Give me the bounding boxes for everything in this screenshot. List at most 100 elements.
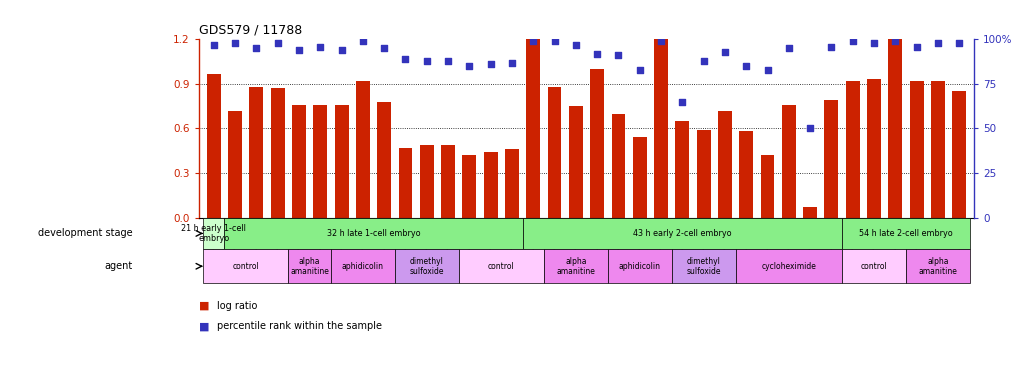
Text: control: control bbox=[487, 262, 515, 271]
Point bbox=[887, 38, 903, 44]
Point bbox=[801, 125, 817, 132]
Point bbox=[929, 40, 946, 46]
Text: 21 h early 1-cell
embryо: 21 h early 1-cell embryо bbox=[181, 224, 246, 243]
Bar bbox=[739, 131, 752, 218]
Text: percentile rank within the sample: percentile rank within the sample bbox=[217, 321, 382, 331]
Point bbox=[609, 53, 626, 58]
Bar bbox=[483, 152, 497, 217]
Point bbox=[312, 44, 328, 50]
Bar bbox=[459, 249, 543, 283]
Text: dimethyl
sulfoxide: dimethyl sulfoxide bbox=[686, 256, 720, 276]
Point bbox=[248, 45, 264, 51]
Bar bbox=[590, 69, 603, 218]
Bar bbox=[675, 121, 689, 218]
Point bbox=[908, 44, 924, 50]
Point bbox=[631, 67, 647, 73]
Bar bbox=[291, 105, 306, 218]
Point bbox=[482, 61, 498, 68]
Bar bbox=[398, 148, 412, 217]
Point bbox=[206, 42, 222, 48]
Bar bbox=[611, 114, 625, 218]
Text: aphidicolin: aphidicolin bbox=[619, 262, 660, 271]
Bar bbox=[735, 249, 842, 283]
Bar bbox=[203, 249, 288, 283]
Point bbox=[525, 38, 541, 44]
Text: alpha
amanitine: alpha amanitine bbox=[556, 256, 595, 276]
Text: aphidicolin: aphidicolin bbox=[341, 262, 383, 271]
Bar bbox=[313, 105, 327, 218]
Text: alpha
amanitine: alpha amanitine bbox=[917, 256, 957, 276]
Bar bbox=[930, 81, 944, 218]
Bar bbox=[420, 145, 433, 218]
Point bbox=[758, 67, 774, 73]
Bar bbox=[394, 249, 459, 283]
Bar bbox=[522, 217, 842, 249]
Text: control: control bbox=[232, 262, 259, 271]
Point bbox=[568, 42, 584, 48]
Point bbox=[844, 38, 860, 44]
Bar bbox=[334, 105, 348, 218]
Text: ■: ■ bbox=[199, 301, 209, 310]
Bar bbox=[250, 87, 263, 218]
Bar bbox=[377, 102, 390, 217]
Text: log ratio: log ratio bbox=[217, 301, 258, 310]
Bar bbox=[842, 249, 905, 283]
Bar bbox=[526, 39, 540, 218]
Bar bbox=[543, 249, 607, 283]
Bar bbox=[888, 39, 902, 218]
Point bbox=[695, 58, 711, 64]
Bar bbox=[909, 81, 922, 218]
Bar bbox=[672, 249, 735, 283]
Point bbox=[397, 56, 414, 62]
Bar bbox=[845, 81, 859, 218]
Point bbox=[588, 51, 604, 57]
Bar bbox=[632, 137, 646, 218]
Point bbox=[950, 40, 966, 46]
Bar bbox=[823, 100, 838, 218]
Bar bbox=[288, 249, 330, 283]
Bar bbox=[782, 105, 795, 218]
Bar bbox=[653, 39, 667, 218]
Bar bbox=[228, 111, 242, 218]
Text: control: control bbox=[860, 262, 887, 271]
Bar bbox=[203, 217, 224, 249]
Bar bbox=[462, 155, 476, 218]
Point bbox=[376, 45, 392, 51]
Point bbox=[418, 58, 434, 64]
Bar bbox=[270, 88, 284, 218]
Point bbox=[546, 38, 562, 44]
Point bbox=[716, 49, 733, 55]
Point bbox=[439, 58, 455, 64]
Bar bbox=[760, 155, 773, 218]
Point bbox=[865, 40, 881, 46]
Bar bbox=[696, 130, 710, 218]
Text: alpha
amanitine: alpha amanitine bbox=[290, 256, 329, 276]
Text: ■: ■ bbox=[199, 321, 209, 331]
Text: 54 h late 2-cell embryo: 54 h late 2-cell embryo bbox=[858, 229, 952, 238]
Bar bbox=[207, 74, 220, 217]
Point bbox=[269, 40, 285, 46]
Bar bbox=[905, 249, 969, 283]
Point bbox=[333, 47, 350, 53]
Text: 43 h early 2-cell embryo: 43 h early 2-cell embryo bbox=[633, 229, 731, 238]
Bar bbox=[356, 81, 370, 218]
Point bbox=[226, 40, 243, 46]
Bar bbox=[607, 249, 672, 283]
Bar bbox=[547, 87, 560, 218]
Point bbox=[355, 38, 371, 44]
Text: agent: agent bbox=[104, 261, 132, 271]
Bar bbox=[952, 92, 965, 218]
Point bbox=[822, 44, 839, 50]
Point bbox=[780, 45, 796, 51]
Bar bbox=[802, 207, 816, 218]
Bar bbox=[569, 106, 582, 218]
Bar bbox=[842, 217, 969, 249]
Text: 32 h late 1-cell embryo: 32 h late 1-cell embryo bbox=[326, 229, 420, 238]
Point bbox=[738, 63, 754, 69]
Bar bbox=[224, 217, 522, 249]
Bar bbox=[717, 111, 732, 218]
Bar bbox=[330, 249, 394, 283]
Text: dimethyl
sulfoxide: dimethyl sulfoxide bbox=[409, 256, 443, 276]
Point bbox=[674, 99, 690, 105]
Bar bbox=[866, 80, 880, 218]
